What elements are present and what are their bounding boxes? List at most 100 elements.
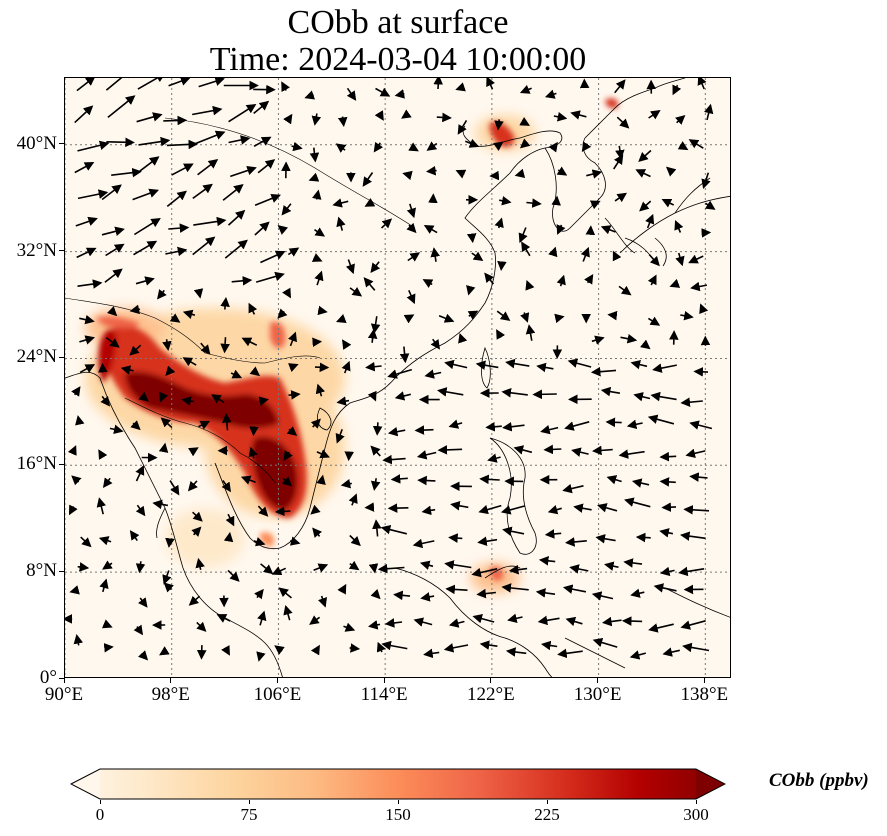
- wind-arrow: [227, 569, 240, 582]
- wind-arrow: [348, 493, 358, 506]
- wind-arrow: [600, 225, 616, 235]
- wind-arrow: [228, 104, 257, 123]
- wind-arrow: [675, 114, 686, 125]
- wind-arrow: [335, 429, 345, 444]
- wind-arrow: [253, 537, 266, 547]
- wind-arrow: [615, 145, 625, 160]
- wind-arrow: [438, 313, 455, 323]
- wind-arrow: [370, 478, 381, 491]
- wind-arrow: [466, 285, 476, 296]
- wind-arrow: [228, 135, 251, 145]
- map-canvas: [65, 78, 730, 677]
- wind-arrow: [160, 417, 173, 429]
- wind-arrow: [309, 147, 320, 163]
- wind-arrow: [477, 536, 498, 546]
- wind-arrow: [105, 243, 125, 257]
- wind-arrow: [653, 583, 677, 593]
- wind-arrow: [688, 139, 704, 149]
- wind-arrow: [478, 504, 502, 515]
- wind-arrow: [171, 163, 194, 176]
- wind-arrow: [650, 391, 677, 402]
- wind-arrow: [169, 480, 180, 496]
- lon-tick-mark: [276, 678, 278, 683]
- wind-arrow: [518, 227, 528, 244]
- wind-arrow: [520, 312, 530, 323]
- wind-arrow: [222, 184, 244, 201]
- wind-arrow: [79, 364, 96, 374]
- wind-arrow: [536, 362, 554, 373]
- wind-arrow: [283, 604, 293, 621]
- wind-arrow: [256, 651, 266, 662]
- wind-arrow: [540, 424, 559, 435]
- wind-arrow: [500, 505, 525, 515]
- wind-arrow: [541, 640, 558, 651]
- wind-arrow: [241, 337, 258, 347]
- wind-arrow: [704, 200, 716, 210]
- wind-arrow: [337, 583, 347, 595]
- wind-arrow: [680, 310, 694, 321]
- wind-arrow: [192, 183, 213, 200]
- map-panel: [64, 77, 731, 678]
- wind-arrow: [519, 138, 531, 149]
- wind-arrow: [697, 78, 707, 90]
- wind-arrow: [317, 305, 328, 316]
- wind-arrow: [102, 560, 113, 570]
- wind-arrow: [678, 566, 705, 577]
- wind-arrow: [471, 567, 498, 578]
- wind-arrow: [135, 504, 146, 517]
- wind-arrow: [699, 303, 709, 315]
- lat-tick-label: 8°N: [26, 560, 57, 582]
- wind-arrow: [74, 162, 95, 174]
- wind-arrow: [271, 566, 287, 576]
- wind-arrow: [316, 449, 330, 459]
- wind-arrow: [162, 339, 172, 351]
- wind-arrow: [519, 84, 532, 94]
- wind-arrow: [253, 136, 272, 148]
- wind-arrow: [647, 316, 661, 326]
- wind-arrow: [647, 274, 657, 286]
- wind-arrow: [669, 278, 681, 288]
- wind-arrow: [349, 287, 363, 297]
- wind-arrow: [471, 251, 484, 262]
- wind-arrow: [416, 450, 437, 460]
- wind-arrow: [525, 280, 535, 291]
- wind-arrow: [193, 288, 204, 299]
- wind-arrow: [648, 623, 674, 633]
- wind-arrow: [570, 110, 587, 120]
- wind-arrow: [507, 613, 523, 624]
- wind-arrow: [543, 444, 562, 455]
- wind-arrow: [138, 391, 149, 402]
- wind-arrow: [682, 642, 710, 653]
- wind-arrow: [638, 149, 652, 162]
- wind-arrow: [377, 563, 405, 574]
- wind-arrow: [98, 536, 112, 546]
- wind-arrow: [390, 474, 408, 484]
- wind-arrow: [370, 445, 381, 457]
- wind-arrow: [159, 391, 169, 403]
- wind-arrow: [181, 396, 195, 406]
- wind-arrow: [551, 195, 561, 206]
- wind-arrow: [260, 563, 274, 575]
- wind-arrow: [648, 254, 660, 267]
- wind-arrow: [79, 335, 96, 345]
- wind-arrow: [77, 562, 90, 572]
- lat-tick-label: 0°: [39, 667, 57, 688]
- wind-arrow: [287, 331, 297, 347]
- wind-arrow: [312, 337, 323, 348]
- wind-arrow: [368, 620, 381, 630]
- lat-tick-mark: [59, 677, 64, 679]
- wind-arrow: [659, 451, 677, 462]
- wind-arrow: [311, 253, 323, 262]
- wind-arrow: [401, 109, 412, 119]
- wind-arrow: [592, 445, 613, 456]
- wind-arrow: [258, 396, 269, 406]
- wind-arrow: [580, 246, 590, 262]
- wind-arrow: [677, 141, 689, 151]
- wind-arrow: [137, 597, 148, 608]
- wind-arrow: [659, 477, 676, 487]
- colorbar-tick-mark: [546, 800, 548, 804]
- wind-arrow: [107, 95, 136, 119]
- wind-arrow: [589, 200, 601, 210]
- wind-arrow: [71, 386, 81, 397]
- wind-arrow: [467, 310, 479, 320]
